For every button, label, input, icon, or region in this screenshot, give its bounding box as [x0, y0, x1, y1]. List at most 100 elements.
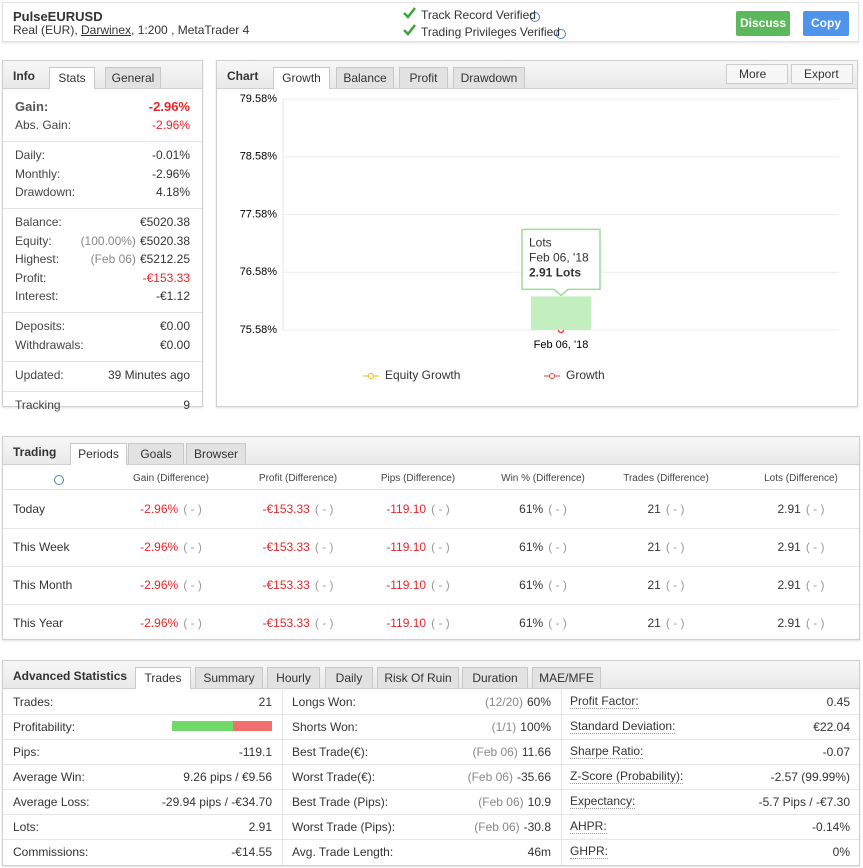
- row-label: Today: [13, 502, 46, 516]
- stat-value-wrap: 0%: [833, 845, 850, 859]
- stat-value: -29.94 pips / -€34.70: [161, 794, 272, 809]
- help-icon: [556, 29, 566, 39]
- tab[interactable]: MAE/MFE: [532, 667, 601, 688]
- tab[interactable]: Growth: [273, 67, 330, 89]
- stat-value: -0.01%: [151, 148, 190, 163]
- menu-button[interactable]: More: [726, 64, 788, 84]
- stat-value: -5.7 Pips / -€7.30: [758, 794, 850, 809]
- cell-value: -2.96%: [140, 502, 179, 516]
- stat-label: Updated:: [15, 367, 64, 382]
- account-info: Real (EUR), Darwinex, 1:200 , MetaTrader…: [13, 23, 249, 37]
- tab[interactable]: Drawdown: [453, 67, 525, 88]
- stat-value: €0.00: [159, 337, 190, 352]
- stat-value: 10.9: [527, 794, 551, 809]
- stat-label: Average Loss:: [13, 794, 90, 809]
- stat-note: (Feb 06): [90, 252, 136, 267]
- stat-label: Sharpe Ratio:: [570, 743, 644, 759]
- cell-value: 61%: [519, 540, 544, 554]
- cell: 21 ( - ): [596, 502, 736, 516]
- verify-icons: [403, 7, 566, 39]
- stat-value: -0.14%: [811, 819, 850, 834]
- stat-row: Best Trade (Pips): (Feb 06) 10.9: [282, 789, 561, 814]
- tab[interactable]: Goals: [128, 443, 184, 464]
- tab[interactable]: Stats: [49, 67, 95, 89]
- cell-value: -119.10: [386, 616, 427, 630]
- stat-value-wrap: -0.07: [823, 745, 850, 759]
- info-group: Balance: €5020.38 Equity: (100.00%) €5020.38…: [3, 209, 202, 314]
- tab[interactable]: Summary: [195, 667, 263, 688]
- stat-label: Balance:: [15, 215, 62, 230]
- cell: 21 ( - ): [596, 540, 736, 554]
- cell-value: -119.10: [386, 502, 427, 516]
- tab[interactable]: Balance: [336, 67, 394, 88]
- divider: [3, 764, 282, 765]
- stat-value: €5020.38: [139, 233, 190, 248]
- tab[interactable]: Risk Of Ruin: [377, 667, 459, 688]
- stat-row: Shorts Won: (1/1) 100%: [282, 714, 561, 739]
- tab[interactable]: Browser: [186, 443, 246, 464]
- verified-label: Track Record Verified: [421, 8, 536, 22]
- divider: [3, 566, 859, 567]
- copy-button[interactable]: Copy: [803, 11, 849, 36]
- panel-title: Info: [13, 69, 35, 83]
- stat-value: 9.26 pips / €9.56: [183, 769, 272, 784]
- stat-value: 39 Minutes ago: [107, 367, 190, 382]
- cell: 2.91 ( - ): [731, 578, 863, 592]
- cell-diff: ( - ): [314, 502, 334, 516]
- account-part[interactable]: Darwinex: [81, 23, 132, 37]
- stat-row: Best Trade(€): (Feb 06) 11.66: [282, 739, 561, 764]
- stat-row: Longs Won: (12/20) 60%: [282, 689, 561, 714]
- stat-label: Interest:: [15, 289, 59, 304]
- cell: -€153.33 ( - ): [228, 540, 368, 554]
- stat-row: Withdrawals: €0.00: [3, 336, 202, 355]
- stat-value: 21: [258, 694, 272, 709]
- cell: 2.91 ( - ): [731, 540, 863, 554]
- stat-label: Gain:: [15, 98, 49, 114]
- divider: [282, 789, 561, 790]
- tab[interactable]: Periods: [70, 443, 127, 465]
- stat-value-wrap: €5020.38: [140, 215, 190, 229]
- stat-label: GHPR:: [570, 843, 609, 859]
- divider: [561, 789, 859, 790]
- stat-row: Updated: 39 Minutes ago: [3, 366, 202, 385]
- cell: -2.96% ( - ): [101, 616, 241, 630]
- cell-diff: ( - ): [314, 616, 334, 630]
- info-group: Gain: -2.96% Abs. Gain: -2.96%: [3, 96, 202, 143]
- cell: 61% ( - ): [473, 616, 613, 630]
- discuss-button[interactable]: Discuss: [736, 11, 790, 36]
- stat-label: Profit Factor:: [570, 693, 639, 709]
- y-tick-label: 77.58%: [240, 208, 278, 220]
- menu-button[interactable]: Export: [791, 64, 853, 84]
- divider: [3, 789, 282, 790]
- stat-value-wrap: -0.01%: [152, 148, 190, 162]
- cell: -€153.33 ( - ): [228, 578, 368, 592]
- stat-value-wrap: (Feb 06) 10.9: [478, 795, 551, 809]
- cell-diff: ( - ): [548, 616, 567, 630]
- column-header: Win % (Difference): [501, 473, 585, 484]
- cell-diff: ( - ): [665, 540, 685, 554]
- cell-value: -2.96%: [140, 578, 179, 592]
- stat-label: Worst Trade (Pips):: [292, 819, 396, 834]
- header: PulseEURUSD Real (EUR), Darwinex, 1:200 …: [2, 2, 859, 42]
- tab[interactable]: Profit: [399, 67, 448, 88]
- tab[interactable]: General: [105, 67, 161, 88]
- stat-row: Balance: €5020.38: [3, 213, 202, 232]
- trading-panel: Trading Periods Goals Browser Gain (Differe…: [2, 436, 860, 640]
- stat-value-wrap: -2.96%: [152, 167, 190, 181]
- tab[interactable]: Duration: [462, 667, 528, 688]
- tab[interactable]: Daily: [325, 667, 373, 688]
- stat-row: Avg. Trade Length: 46m: [282, 839, 561, 864]
- cell-value: 2.91: [777, 540, 801, 554]
- stat-row: Interest: -€1.12: [3, 287, 202, 306]
- help-icon: [54, 475, 64, 485]
- stat-value: €5020.38: [139, 215, 190, 230]
- stat-value: 0%: [832, 844, 850, 859]
- cell-value: -2.96%: [140, 616, 179, 630]
- tab[interactable]: Hourly: [267, 667, 320, 688]
- stat-label: Commissions:: [13, 844, 89, 859]
- stat-value-wrap: (Feb 06) €5212.25: [91, 252, 190, 266]
- stat-value: -0.07: [822, 744, 850, 759]
- tab[interactable]: Trades: [135, 667, 191, 689]
- stat-value: -€153.33: [142, 270, 190, 285]
- stat-note: (Feb 06): [478, 794, 524, 809]
